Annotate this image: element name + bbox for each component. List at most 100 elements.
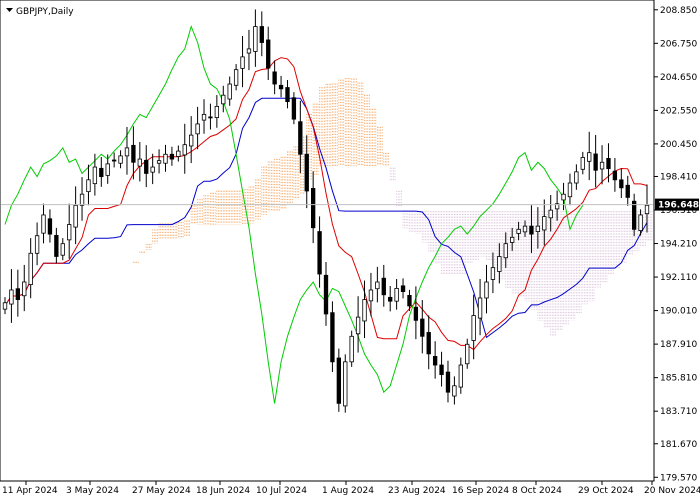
candle <box>189 116 194 164</box>
candle-body <box>9 289 14 305</box>
candle-body <box>426 332 431 355</box>
candle <box>201 99 207 134</box>
candle <box>111 152 117 168</box>
candle-body <box>272 71 277 85</box>
candle <box>516 221 521 241</box>
candle-body <box>15 288 21 300</box>
candle-body <box>28 252 33 285</box>
candle-body <box>266 39 271 69</box>
candle <box>561 182 566 211</box>
candle <box>163 144 168 172</box>
candle <box>105 154 110 184</box>
candle <box>195 106 200 150</box>
candle <box>548 194 553 232</box>
y-tick-label: 190.010 <box>660 307 697 317</box>
candle <box>79 177 85 221</box>
candle <box>400 278 406 299</box>
y-tick-label: 192.110 <box>660 273 697 283</box>
candle-body <box>291 97 297 120</box>
candle <box>413 286 419 340</box>
candle <box>9 269 14 323</box>
candle-body <box>522 225 528 233</box>
candle-body <box>131 144 136 163</box>
x-tick-label: 29 Oct 2024 <box>578 486 634 496</box>
candle-body <box>503 243 508 259</box>
candle-body <box>599 161 605 170</box>
candle <box>439 351 444 387</box>
candle <box>362 280 367 339</box>
candle-body <box>285 87 290 102</box>
chikou-span-line <box>4 24 584 404</box>
candle-body <box>561 193 566 201</box>
candle-body <box>259 26 264 43</box>
candle-body <box>606 158 611 170</box>
candle <box>28 238 33 299</box>
candle-body <box>317 231 322 275</box>
candle-body <box>574 171 579 184</box>
x-tick-label: 1 Aug 2024 <box>322 486 374 496</box>
candle <box>522 220 528 237</box>
candle-body <box>189 134 194 147</box>
candle-body <box>92 166 98 185</box>
candle <box>208 103 213 130</box>
candle <box>272 60 277 95</box>
candle-body <box>201 113 207 121</box>
candle-body <box>535 225 541 232</box>
candle <box>317 216 322 288</box>
candle <box>92 153 98 196</box>
candle <box>73 186 78 245</box>
candle-body <box>2 302 8 310</box>
candle-body <box>298 121 303 155</box>
candle-body <box>60 243 65 256</box>
candle-body <box>432 356 438 366</box>
candle <box>15 269 21 317</box>
candle-body <box>413 306 419 321</box>
candle <box>580 151 585 175</box>
candle-body <box>554 203 560 210</box>
y-tick-label: 185.810 <box>660 374 697 384</box>
candle <box>99 156 104 187</box>
y-tick-label: 204.650 <box>660 73 697 83</box>
candle-body <box>253 26 258 52</box>
candle <box>131 126 136 180</box>
candle <box>484 264 489 314</box>
candle <box>471 294 476 360</box>
x-tick-label: 23 Aug 2024 <box>388 486 446 496</box>
candle <box>240 35 245 88</box>
candle <box>349 330 354 367</box>
time-axis: 11 Apr 2024 3 May 2024 27 May 2024 18 Jun 2… <box>2 481 700 496</box>
candle-body <box>343 361 348 407</box>
candle-body <box>176 150 181 157</box>
price-tag-background <box>655 198 699 211</box>
x-tick-label: 8 Oct 2024 <box>512 486 562 496</box>
candle-body <box>644 204 650 215</box>
candle <box>625 175 630 206</box>
candle-body <box>445 371 451 393</box>
candle-body <box>497 256 502 272</box>
y-tick-label: 198.410 <box>660 172 697 182</box>
candle <box>41 203 46 244</box>
candle <box>510 227 515 251</box>
candle-body <box>22 281 27 297</box>
candle <box>124 126 130 175</box>
candle <box>529 205 534 253</box>
chevron-down-icon[interactable] <box>6 8 13 12</box>
candle-body <box>439 364 444 376</box>
candle <box>497 243 502 284</box>
y-tick-label: 202.550 <box>660 106 697 116</box>
candle <box>542 199 547 246</box>
candle-body <box>458 364 463 388</box>
y-tick-label: 196.310 <box>660 206 697 216</box>
x-tick-label: 18 Jun 2024 <box>196 486 250 496</box>
indicator-lines <box>4 24 648 404</box>
candle-body <box>355 316 361 335</box>
candle-body <box>368 289 374 302</box>
candle-body <box>150 166 155 173</box>
candle-body <box>619 179 624 189</box>
y-tick-label: 200.450 <box>660 140 697 150</box>
candle <box>330 301 335 373</box>
price-tag: 196.648 <box>655 198 699 211</box>
candle-body <box>227 83 232 100</box>
candle-body <box>542 216 547 231</box>
candle <box>323 262 329 326</box>
